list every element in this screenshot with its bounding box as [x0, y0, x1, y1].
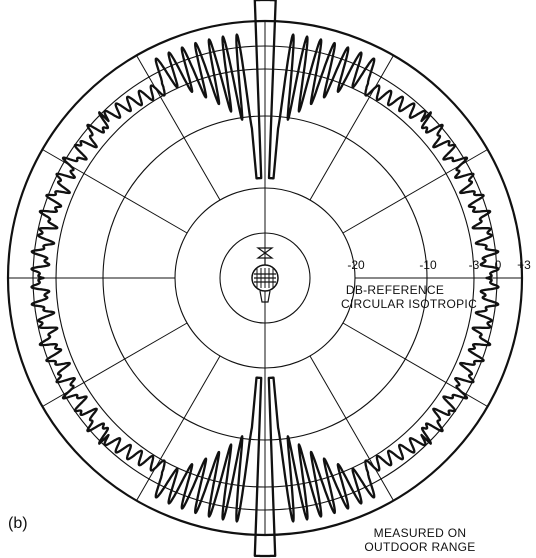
- panel-label: (b): [8, 515, 28, 532]
- tick-label-minus20: -20: [347, 258, 365, 272]
- antenna-element-icon: [251, 247, 279, 303]
- grid-spoke-300: [309, 55, 394, 201]
- tick-label-minus10: -10: [419, 258, 437, 272]
- measurement-note-line2: OUTDOOR RANGE: [364, 540, 475, 554]
- measurement-note-line1: MEASURED ON: [374, 526, 467, 540]
- reference-label-line1: DB-REFERENCE: [346, 283, 444, 297]
- antenna-feed-symbol: [256, 247, 274, 259]
- tick-label-plus3: +3: [517, 258, 531, 272]
- radiation-pattern-curve: [30, 0, 500, 558]
- tick-label-zero: 0: [495, 258, 502, 272]
- grid-spoke-120: [136, 355, 221, 501]
- tick-label-minus3: -3: [469, 258, 480, 272]
- antenna-base: [259, 290, 271, 303]
- grid-spoke-60: [309, 355, 394, 501]
- reference-label-line2: CIRCULAR ISOTROPIC: [341, 297, 477, 311]
- grid-spoke-240: [136, 55, 221, 201]
